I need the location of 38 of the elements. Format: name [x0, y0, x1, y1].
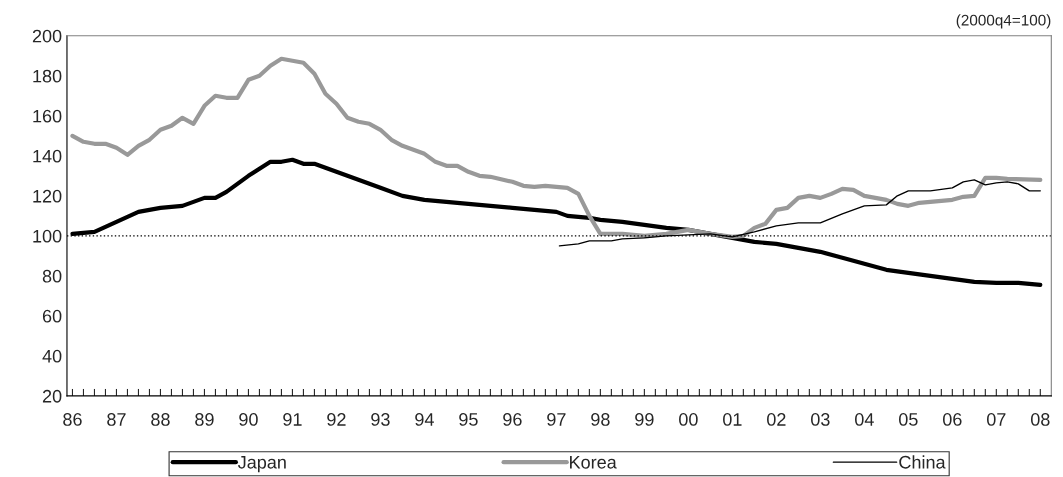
x-tick-label: 94 — [415, 413, 434, 426]
x-tick-label: 95 — [459, 413, 478, 426]
y-tick-label: 80 — [42, 269, 62, 283]
x-tick-label: 92 — [327, 413, 346, 426]
x-tick-label: 91 — [283, 413, 302, 426]
x-tick-label: 90 — [239, 413, 258, 426]
x-tick-label: 89 — [195, 413, 214, 426]
x-tick-label: 97 — [547, 413, 566, 426]
legend-label: Korea — [570, 456, 617, 469]
x-tick-label: 87 — [107, 413, 126, 426]
line-series — [70, 56, 1043, 239]
x-tick-label: 03 — [811, 413, 830, 426]
legend-label: China — [899, 455, 946, 469]
x-tick-label: 07 — [986, 413, 1006, 426]
y-tick-label: 140 — [33, 149, 62, 163]
x-tick-label: 88 — [151, 413, 170, 426]
x-tick-label: 06 — [942, 413, 962, 426]
y-tick-label: 120 — [33, 189, 62, 203]
x-tick-label: 99 — [635, 413, 654, 426]
y-tick-label: 180 — [33, 69, 62, 83]
x-tick-label: 08 — [1030, 413, 1050, 426]
y-tick-label: 40 — [42, 349, 62, 363]
text: (2000q4=100) — [956, 14, 1051, 29]
y-tick-label: 60 — [42, 309, 62, 323]
x-tick-label: 00 — [679, 413, 698, 426]
x-tick-label: 93 — [371, 413, 390, 426]
x-tick-label: 02 — [767, 413, 786, 426]
y-tick-label: 100 — [33, 229, 62, 243]
x-tick-label: 01 — [723, 413, 742, 426]
y-tick-label: 160 — [33, 109, 62, 123]
legend-label: Japan — [237, 456, 286, 473]
x-tick-label: 04 — [855, 413, 874, 426]
x-tick-label: 96 — [503, 413, 522, 426]
x-tick-label: 05 — [899, 413, 918, 426]
y-tick-label: 200 — [32, 29, 62, 43]
x-tick-label: 98 — [591, 413, 610, 426]
y-tick-label: 20 — [42, 389, 62, 403]
x-tick-label: 86 — [63, 413, 82, 426]
